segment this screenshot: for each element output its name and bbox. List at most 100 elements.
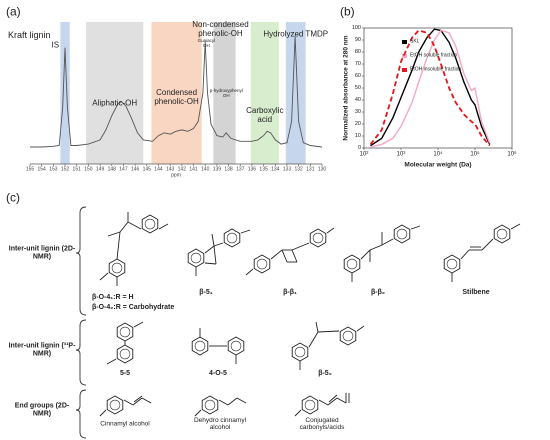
x-tick-label: 136 [247, 166, 257, 173]
row-label: End groups (2D-NMR) [14, 402, 70, 417]
x-tick-label: 144 [154, 166, 163, 173]
bond [326, 227, 335, 234]
benzene-ring [443, 254, 461, 274]
bond [360, 249, 371, 260]
region-band [285, 22, 306, 164]
bond [291, 249, 298, 263]
bond [194, 409, 202, 417]
benzene-ring [116, 344, 134, 364]
ring-inner [144, 218, 156, 230]
bond [204, 262, 217, 265]
ring-inner [204, 399, 216, 411]
x-tick-label: 133 [282, 166, 292, 173]
x-tick-label: 153 [49, 166, 58, 173]
structure-label: Conjugated carbonyls/acids [299, 416, 345, 431]
x-tick-label: 131 [306, 166, 315, 173]
bond [227, 397, 238, 406]
ring-inner [346, 258, 358, 270]
y-tick-label: 90 [354, 36, 361, 43]
ring-inner [294, 346, 306, 358]
structure-label: β-O-4₁:R = H [92, 294, 134, 302]
ring-inner [111, 262, 123, 274]
bond [213, 242, 224, 247]
benzene-ring [201, 395, 219, 415]
peak-annotation: p-hydroxyphenyl OH [209, 88, 243, 98]
bond [123, 399, 134, 406]
x-axis-label: Molecular weight (Da) [404, 161, 472, 169]
bond [281, 249, 288, 263]
bond [336, 397, 347, 404]
ring-inner [109, 399, 121, 411]
y-tick-label: 80 [354, 48, 361, 55]
benzene-ring [187, 248, 205, 268]
x-tick-label: 10² [359, 151, 369, 158]
benzene-ring [108, 258, 126, 278]
structure-label: β-5₂ [318, 370, 332, 378]
ring-inner [396, 228, 408, 240]
x-tick-label: 147 [119, 166, 128, 173]
x-tick-label: 145 [142, 166, 151, 173]
bond [133, 321, 144, 328]
x-tick-label: 146 [130, 166, 140, 173]
x-tick-label: 155 [25, 166, 35, 173]
structure-label: 4-O-5 [209, 370, 227, 378]
region-band [86, 22, 144, 164]
y-tick-label: 40 [354, 96, 361, 103]
structure-label: Cinnamyl alcohol [100, 420, 150, 428]
y-tick-label: 70 [354, 60, 361, 67]
bond [291, 242, 310, 251]
ring-inner [446, 258, 458, 270]
ring-inner [256, 258, 268, 270]
bond [410, 225, 421, 230]
bond [369, 244, 383, 251]
x-tick-label: 130 [317, 166, 327, 173]
legend-label: EtOH soluble fraction [410, 52, 458, 59]
ring-inner [190, 252, 202, 264]
ring-inner [304, 399, 316, 411]
brace [75, 319, 87, 386]
bond [158, 223, 169, 230]
region-band [151, 22, 202, 164]
bond [294, 409, 302, 417]
benzene-ring [223, 228, 241, 248]
bond [510, 223, 521, 230]
structure-label: β-β₂ [371, 289, 385, 297]
chart-title: Kraft lignin [8, 30, 51, 41]
x-tick-label: 134 [271, 166, 280, 173]
series-line [370, 29, 491, 148]
bond [218, 399, 229, 406]
bond [107, 231, 121, 237]
bond [315, 321, 319, 333]
x-tick-label: 135 [259, 166, 268, 173]
region-label: IS [51, 40, 60, 50]
structure-label: Dehydro cinnamyl alcohol [193, 416, 247, 431]
bond [356, 325, 365, 332]
y-tick-label: 10 [354, 132, 361, 139]
bond [236, 397, 247, 404]
structure-label: Stilbene [462, 289, 490, 297]
benzene-ring [309, 228, 327, 248]
bond [99, 272, 109, 281]
benzene-ring [227, 336, 245, 356]
structure-label: β-5₁ [199, 289, 213, 297]
x-tick-label: 141 [189, 166, 198, 173]
legend-label: SKL [410, 38, 420, 45]
x-tick-label: 142 [177, 166, 186, 173]
ring-inner [194, 340, 206, 352]
bond [245, 268, 254, 276]
benzene-ring [339, 326, 357, 346]
bond [99, 409, 107, 417]
bond [132, 397, 143, 406]
brace [75, 206, 87, 316]
x-tick-label: 10⁶ [507, 151, 517, 158]
panel-label: (b) [340, 4, 355, 19]
benzene-ring [106, 395, 124, 415]
benzene-ring [291, 342, 309, 362]
series-line [369, 29, 491, 147]
benzene-ring [301, 395, 319, 415]
bond [317, 330, 340, 333]
legend-label: EtOH insoluble fraction [410, 66, 462, 73]
bond [460, 249, 470, 260]
